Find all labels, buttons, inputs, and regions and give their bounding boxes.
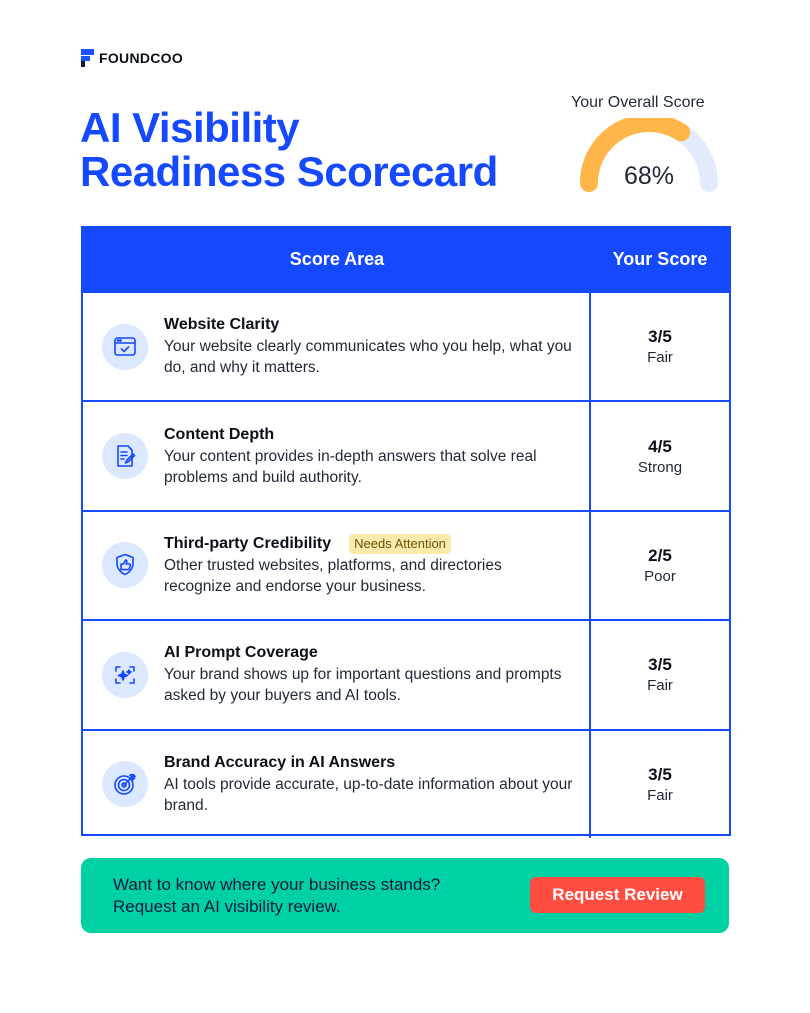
row-description: Your brand shows up for important questi… xyxy=(164,666,562,705)
row-description: AI tools provide accurate, up-to-date in… xyxy=(164,775,573,814)
scorecard-table: Score Area Your Score Website Clarity Yo… xyxy=(81,226,731,838)
request-review-button[interactable]: Request Review xyxy=(530,877,705,913)
row-title: AI Prompt Coverage xyxy=(164,644,318,662)
row-score: 3/5 xyxy=(648,327,672,347)
target-icon xyxy=(102,761,148,808)
overall-score-value: 68% xyxy=(623,162,675,190)
row-score: 3/5 xyxy=(648,764,672,784)
row-rating: Fair xyxy=(647,349,673,367)
row-description: Your website clearly communicates who yo… xyxy=(164,338,572,377)
gauge-fill xyxy=(580,118,691,192)
table-row: Website Clarity Your website clearly com… xyxy=(83,291,729,401)
table-row: Third-party Credibility Needs Attention … xyxy=(83,509,729,620)
row-rating: Fair xyxy=(647,677,673,695)
row-score: 4/5 xyxy=(648,436,672,456)
table-header: Score Area Your Score xyxy=(83,228,729,291)
cta-line-1: Want to know where your business stands? xyxy=(113,875,441,894)
status-badge: Needs Attention xyxy=(349,533,451,554)
row-title: Brand Accuracy in AI Answers xyxy=(164,753,396,771)
ai-sparkle-icon xyxy=(102,651,148,698)
row-description: Other trusted websites, platforms, and d… xyxy=(164,556,502,595)
header-your-score: Your Score xyxy=(612,249,708,269)
cta-line-2: Request an AI visibility review. xyxy=(113,897,341,916)
overall-score-gauge xyxy=(580,118,718,192)
row-rating: Fair xyxy=(647,786,673,804)
row-rating: Poor xyxy=(644,567,676,585)
table-row: Content Depth Your content provides in-d… xyxy=(83,400,729,510)
browser-check-icon xyxy=(102,323,148,370)
row-title: Content Depth xyxy=(164,425,275,443)
shield-thumbs-up-icon xyxy=(102,542,148,589)
table-row: AI Prompt Coverage Your brand shows up f… xyxy=(83,619,729,729)
table-row: Brand Accuracy in AI Answers AI tools pr… xyxy=(83,728,729,838)
row-title: Website Clarity xyxy=(164,316,280,334)
page-title: AI Visibility Readiness Scorecard xyxy=(80,106,498,194)
row-title: Third-party Credibility xyxy=(164,534,332,552)
cta-text: Want to know where your business stands?… xyxy=(113,874,440,918)
title-line-2: Readiness Scorecard xyxy=(80,148,498,195)
header-score-area: Score Area xyxy=(289,249,385,269)
cta-banner: Want to know where your business stands?… xyxy=(81,858,729,933)
title-line-1: AI Visibility xyxy=(80,104,300,151)
row-score: 2/5 xyxy=(648,545,672,565)
row-description: Your content provides in-depth answers t… xyxy=(164,447,537,486)
row-score: 3/5 xyxy=(648,655,672,675)
brand-name: FOUNDCOO xyxy=(99,50,184,66)
overall-score-label: Your Overall Score xyxy=(571,94,705,111)
logo-mark xyxy=(81,49,94,67)
brand-logo: FOUNDCOO xyxy=(81,49,183,67)
row-rating: Strong xyxy=(637,458,683,476)
document-edit-icon xyxy=(102,433,148,480)
